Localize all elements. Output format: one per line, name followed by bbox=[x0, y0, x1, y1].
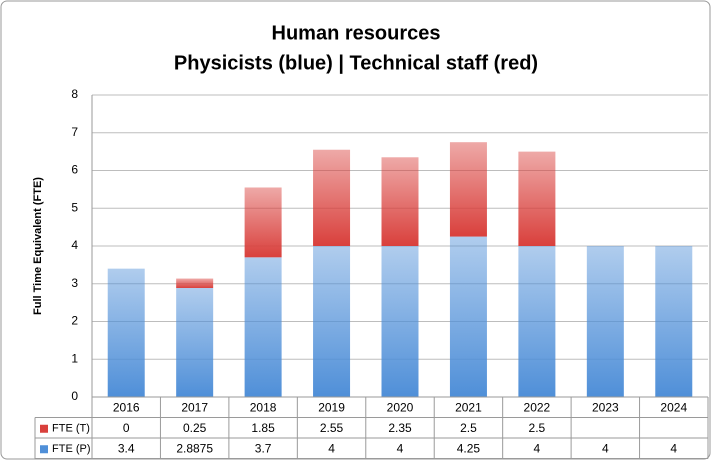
table-cell: 4 bbox=[670, 441, 677, 455]
table-cell: 0.25 bbox=[183, 421, 207, 435]
y-tick-label: 6 bbox=[71, 163, 78, 177]
table-cell: 3.4 bbox=[118, 441, 135, 455]
y-tick-label: 8 bbox=[71, 87, 78, 101]
bar-segment bbox=[449, 142, 487, 237]
x-tick-label: 2017 bbox=[181, 400, 208, 414]
bar-segment bbox=[449, 236, 487, 397]
bar-segment bbox=[381, 246, 419, 397]
bar-segment bbox=[518, 151, 556, 246]
x-tick-label: 2018 bbox=[250, 400, 277, 414]
x-tick-label: 2023 bbox=[592, 400, 619, 414]
x-tick-label: 2024 bbox=[660, 400, 687, 414]
y-tick-label: 1 bbox=[71, 351, 78, 365]
table-cell: 2.35 bbox=[388, 421, 412, 435]
y-axis-label: Full Time Equivalent (FTE) bbox=[32, 177, 44, 315]
x-tick-label: 2022 bbox=[524, 400, 551, 414]
y-tick-label: 3 bbox=[71, 276, 78, 290]
bar-segment bbox=[176, 278, 214, 288]
y-tick-label: 7 bbox=[71, 125, 78, 139]
bar-segment bbox=[655, 246, 693, 397]
x-tick-label: 2021 bbox=[455, 400, 482, 414]
table-cell: 2.5 bbox=[460, 421, 477, 435]
table-cell: 4 bbox=[534, 441, 541, 455]
bar-segment bbox=[313, 246, 351, 397]
legend-label: FTE (T) bbox=[52, 423, 90, 435]
bar-segment bbox=[176, 287, 214, 397]
table-cell: 0 bbox=[123, 421, 130, 435]
table-cell: 2.55 bbox=[320, 421, 344, 435]
bar-segment bbox=[586, 246, 624, 397]
table-cell: 4 bbox=[602, 441, 609, 455]
table-cell: 1.85 bbox=[251, 421, 275, 435]
x-tick-label: 2016 bbox=[113, 400, 140, 414]
legend-swatch bbox=[40, 445, 48, 454]
bar-segment bbox=[518, 246, 556, 397]
bar-segment bbox=[244, 187, 282, 258]
y-tick-label: 0 bbox=[71, 389, 78, 403]
y-tick-label: 2 bbox=[71, 314, 78, 328]
y-tick-label: 4 bbox=[71, 238, 78, 252]
table-cell: 2.8875 bbox=[176, 441, 213, 455]
bar-segment bbox=[313, 149, 351, 246]
x-tick-label: 2019 bbox=[318, 400, 345, 414]
table-cell: 2.5 bbox=[529, 421, 546, 435]
bar-segment bbox=[381, 157, 419, 246]
legend-label: FTE (P) bbox=[52, 443, 91, 455]
table-cell: 4.25 bbox=[457, 441, 481, 455]
table-cell: 4 bbox=[328, 441, 335, 455]
table-cell: 3.7 bbox=[255, 441, 272, 455]
legend-swatch bbox=[40, 424, 48, 433]
x-tick-label: 2020 bbox=[387, 400, 414, 414]
bar-segment bbox=[244, 257, 282, 397]
bar-segment bbox=[107, 268, 145, 397]
chart-title: Human resources bbox=[272, 22, 441, 44]
y-tick-label: 5 bbox=[71, 200, 78, 214]
table-cell: 4 bbox=[397, 441, 404, 455]
chart-subtitle: Physicists (blue) | Technical staff (red… bbox=[174, 52, 538, 74]
